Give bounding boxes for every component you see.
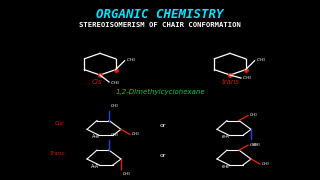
Text: $CH_3$: $CH_3$ <box>110 79 120 87</box>
Text: $CH_3$: $CH_3$ <box>256 56 266 64</box>
Text: STEREOISOMERISM OF CHAIR CONFORMATION: STEREOISOMERISM OF CHAIR CONFORMATION <box>79 22 241 28</box>
Text: $CH_3$: $CH_3$ <box>110 102 120 110</box>
Text: or: or <box>160 153 166 158</box>
Text: $CH_3$: $CH_3$ <box>131 130 140 138</box>
Text: e-A: e-A <box>222 134 230 139</box>
Text: $CH_3$: $CH_3$ <box>122 171 132 179</box>
Text: trans: trans <box>222 79 240 85</box>
Text: ORGANIC CHEMISTRY: ORGANIC CHEMISTRY <box>96 8 224 21</box>
Text: Trans:: Trans: <box>50 151 67 156</box>
Text: $CH_3$: $CH_3$ <box>125 56 136 64</box>
Text: $CH_3$: $CH_3$ <box>249 141 259 149</box>
Text: $CH_3$: $CH_3$ <box>110 132 120 139</box>
Text: e-e: e-e <box>222 164 230 169</box>
Text: Cis:: Cis: <box>55 122 65 126</box>
Text: $CH_3$: $CH_3$ <box>249 112 259 119</box>
Text: $CH_3$: $CH_3$ <box>261 160 271 168</box>
Text: $CH_3$: $CH_3$ <box>242 74 252 82</box>
Text: A-e: A-e <box>92 134 100 139</box>
Text: Cis: Cis <box>92 79 102 85</box>
Text: 1,2-Dimethylcyclohexane: 1,2-Dimethylcyclohexane <box>115 89 205 95</box>
Text: A-A: A-A <box>91 164 99 169</box>
Text: $CH_3$: $CH_3$ <box>252 141 262 149</box>
Text: or: or <box>160 123 166 128</box>
